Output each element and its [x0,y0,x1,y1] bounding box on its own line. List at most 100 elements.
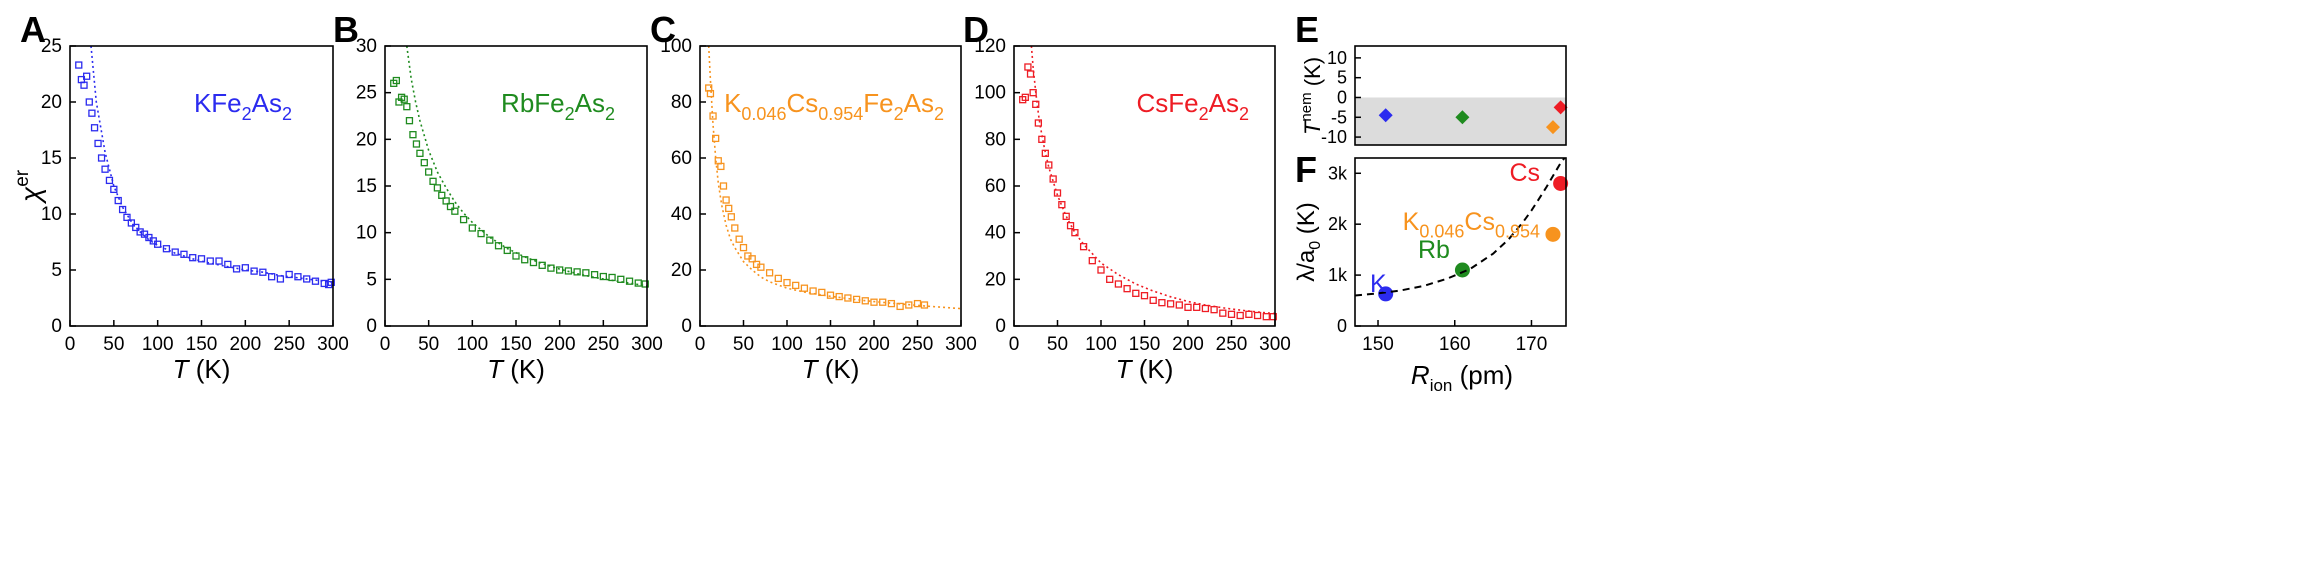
x-axis-label-d: T (K) [1116,354,1174,384]
data-point [1045,161,1053,169]
data-point [717,162,725,171]
y-tick-label: 5 [366,269,377,290]
data-point [800,284,809,292]
data-point [625,277,634,285]
data-point [486,236,494,244]
x-tick-label: 100 [456,334,488,355]
y-tick-label: 60 [985,176,1006,197]
label-rb: Rb [1418,236,1450,264]
y-tick-label: 40 [985,223,1006,244]
data-point [818,288,826,297]
x-tick-label: 250 [902,334,934,355]
x-tick-label: 170 [1516,334,1548,355]
data-point [446,202,455,211]
series-a-data [75,61,335,289]
y-tick-label: 20 [356,129,377,150]
x-tick-label: 0 [380,334,391,355]
y-tick-label: 10 [356,223,377,244]
data-point [564,267,573,275]
data-point [1245,310,1253,318]
x-axis-label-c: T (K) [802,354,860,384]
data-point [123,213,131,222]
data-point [1378,286,1394,302]
y-tick-label: 15 [41,148,62,169]
data-point [171,248,179,256]
data-point [1114,280,1123,288]
data-point [429,177,437,185]
x-tick-label: 150 [1129,334,1161,355]
data-point [556,266,564,274]
y-tick-label: 25 [356,83,377,104]
data-point [90,124,99,132]
x-tick-label: 100 [771,334,803,355]
series-f-k [1378,286,1394,302]
y-axis-label-f-text: λ/a0 (K) [1293,202,1324,282]
data-point [311,277,320,285]
x-tick-label: 50 [733,334,754,355]
data-point [1106,275,1114,283]
data-point [727,213,735,221]
y-tick-label: 0 [1337,87,1347,107]
data-point [1034,119,1043,127]
y-tick-label: 0 [995,316,1006,337]
y-tick-label: 0 [51,316,62,337]
compound-label-b: RbFe2As2 [501,88,615,124]
label-kcs: K0.046Cs0.954 [1403,208,1540,242]
data-point [1088,257,1096,265]
panel-letter-a: A [20,9,46,50]
data-point [425,168,433,176]
data-point [1123,285,1131,293]
data-point [1193,303,1201,311]
x-axis-label-a: T (K) [173,354,231,384]
y-tick-label: 5 [1337,68,1347,88]
y-tick-label: 20 [671,260,692,281]
y-tick-label: -5 [1331,107,1347,127]
data-point [521,256,529,264]
data-point [725,204,733,213]
panel-letter-f: F [1295,149,1317,190]
x-tick-label: 150 [1362,334,1394,355]
data-point [215,257,223,265]
data-point [94,139,102,148]
data-point [206,257,214,265]
y-tick-label: 25 [41,36,62,57]
data-point [241,264,249,272]
y-tick-label: 1k [1328,265,1348,285]
data-point [861,297,869,305]
data-point [85,98,93,106]
series-e-k0-046cs0-954 [1545,120,1560,135]
data-point [438,191,446,199]
x-tick-label: 200 [1172,334,1204,355]
compound-label-d: CsFe2As2 [1137,88,1250,124]
data-point [405,117,414,125]
series-c-data [705,84,929,311]
y-tick-label: 3k [1328,163,1348,183]
plot-frame-f [1354,157,1567,327]
y-axis-label-f: λ/a0 (K) [1293,202,1324,282]
data-point [1062,212,1070,220]
x-tick-label: 200 [229,334,261,355]
data-point [1262,313,1270,321]
data-point [327,278,335,286]
series-b-data [390,76,649,288]
data-point [180,250,188,258]
data-point [719,182,728,190]
y-tick-label: 10 [1327,48,1347,68]
data-point [154,240,162,248]
data-point [920,301,929,309]
data-point [80,81,88,89]
data-point [1455,110,1470,125]
data-point [634,279,642,287]
x-tick-label: 250 [273,334,305,355]
label-k: K [1370,270,1387,298]
x-tick-label: 250 [587,334,619,355]
x-axis-label-f: Rion (pm) [1411,360,1513,395]
data-point [232,265,241,273]
data-point [303,275,311,283]
data-point [1058,201,1066,209]
data-point [503,246,511,255]
data-point [757,263,765,271]
data-point [1454,262,1470,278]
data-point [97,154,106,162]
data-point [826,291,835,299]
